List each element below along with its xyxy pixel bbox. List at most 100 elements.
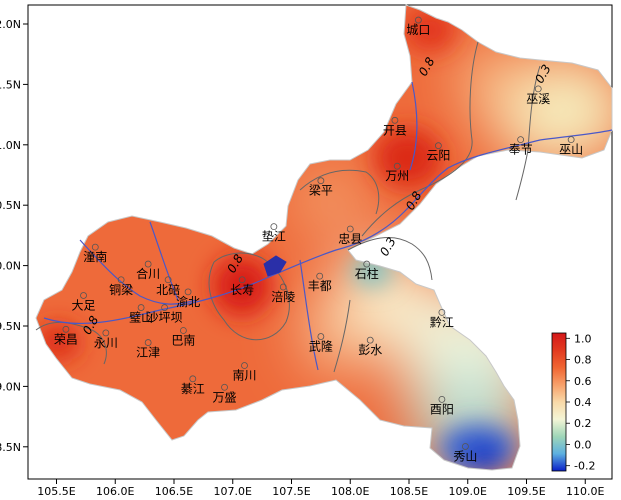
county-name: 南川 [232, 368, 256, 383]
county-name: 铜梁 [109, 282, 133, 297]
county-name: 涪陵 [271, 289, 295, 304]
county-station: 彭水 [358, 336, 382, 357]
station-marker [117, 276, 125, 284]
county-station: 江津 [136, 339, 160, 360]
station-marker [363, 260, 371, 268]
county-name: 开县 [383, 123, 407, 137]
county-name: 江津 [136, 346, 160, 360]
county-station: 秀山 [453, 443, 477, 463]
rivers [43, 81, 613, 371]
county-station: 綦江 [181, 375, 205, 396]
county-station: 开县 [383, 116, 407, 137]
county-name: 武隆 [309, 339, 333, 354]
correlation-field [36, 5, 612, 470]
y-tick-label: 29.5N [0, 320, 21, 333]
county-name: 长寿 [230, 283, 254, 297]
county-station: 潼南 [83, 243, 107, 264]
county-station: 荣昌 [54, 325, 78, 346]
county-station: 巴南 [171, 327, 195, 347]
county-name: 綦江 [181, 382, 205, 396]
y-tick-label: 31.0N [0, 139, 21, 152]
county-name: 梁平 [309, 183, 333, 198]
map-frame [27, 4, 613, 480]
x-tick-label: 108.5E [390, 485, 428, 498]
colorbar-tick-label: 0.8 [574, 354, 592, 367]
station-marker [102, 329, 110, 337]
county-station: 垫江 [262, 223, 286, 244]
county-name: 云阳 [426, 149, 450, 163]
y-tick-label: 28.5N [0, 441, 21, 454]
station-marker [164, 276, 172, 284]
station-marker [279, 283, 287, 291]
county-station: 璧山 [129, 304, 153, 325]
station-marker [316, 272, 324, 280]
county-station: 万州 [385, 162, 409, 183]
county-name: 巫溪 [526, 92, 550, 106]
y-tick-label: 32.0N [0, 18, 21, 31]
x-tick-label: 108.0E [331, 485, 369, 498]
county-name: 巫山 [559, 143, 583, 157]
station-marker [346, 225, 354, 233]
y-tick-label: 30.5N [0, 199, 21, 212]
station-marker [438, 308, 446, 316]
station-marker [391, 116, 399, 124]
county-name: 合川 [136, 266, 160, 281]
station-marker [434, 142, 442, 150]
station-marker [438, 395, 446, 403]
station-marker [393, 162, 401, 170]
colorbar-tick-label: 0.0 [574, 438, 592, 451]
station-marker [137, 304, 145, 311]
x-tick-label: 107.0E [214, 485, 252, 498]
county-station: 长寿 [230, 276, 254, 297]
x-tick-label: 109.5E [507, 485, 545, 498]
colorbar-tick-label: 1.0 [574, 332, 592, 345]
y-tick-label: 29.0N [0, 380, 21, 393]
county-station: 丰都 [308, 272, 332, 293]
lake [263, 255, 287, 277]
station-marker [221, 383, 228, 391]
x-tick-label: 106.0E [96, 485, 134, 498]
county-station: 沙坪坝 [147, 304, 183, 325]
colorbar-tick-label: -0.2 [574, 460, 595, 473]
county-name: 垫江 [262, 229, 286, 244]
station-marker [517, 136, 525, 144]
colorbar-tick-label: 0.2 [574, 417, 592, 430]
county-name: 彭水 [358, 343, 382, 357]
county-name: 沙坪坝 [147, 311, 183, 325]
county-station: 大足 [72, 292, 96, 312]
county-station: 铜梁 [109, 276, 133, 297]
county-name: 渝北 [176, 294, 200, 309]
y-tick-label: 31.5N [0, 78, 21, 91]
station-marker [241, 362, 248, 369]
colorbar-tick-label: 0.6 [574, 375, 592, 388]
colorbar-tick-label: 0.4 [574, 396, 592, 409]
x-tick-label: 109.0E [449, 485, 487, 498]
station-marker [366, 336, 374, 344]
county-station: 涪陵 [271, 283, 295, 304]
county-station: 武隆 [309, 333, 333, 354]
county-name: 万盛 [213, 389, 237, 404]
county-name: 荣昌 [54, 332, 78, 346]
colorbar-scale [551, 332, 567, 472]
county-name: 巴南 [171, 332, 195, 347]
x-tick-label: 107.5E [272, 485, 310, 498]
county-name: 万州 [385, 169, 409, 183]
station-marker [80, 292, 87, 299]
county-name: 永川 [94, 336, 118, 350]
county-station: 南川 [232, 362, 257, 383]
county-station: 云阳 [426, 142, 450, 163]
contour-lines [35, 41, 541, 373]
county-station: 巫山 [559, 136, 583, 157]
station-marker [317, 333, 325, 340]
station-marker [91, 243, 99, 251]
county-station: 万盛 [213, 383, 237, 404]
station-marker [567, 136, 575, 144]
station-marker [184, 288, 192, 296]
county-name: 城口 [406, 23, 430, 37]
county-name: 石柱 [355, 266, 379, 281]
x-tick-label: 106.5E [155, 485, 193, 498]
station-marker [144, 260, 152, 268]
county-station: 城口 [406, 16, 430, 37]
county-station: 渝北 [176, 288, 200, 309]
